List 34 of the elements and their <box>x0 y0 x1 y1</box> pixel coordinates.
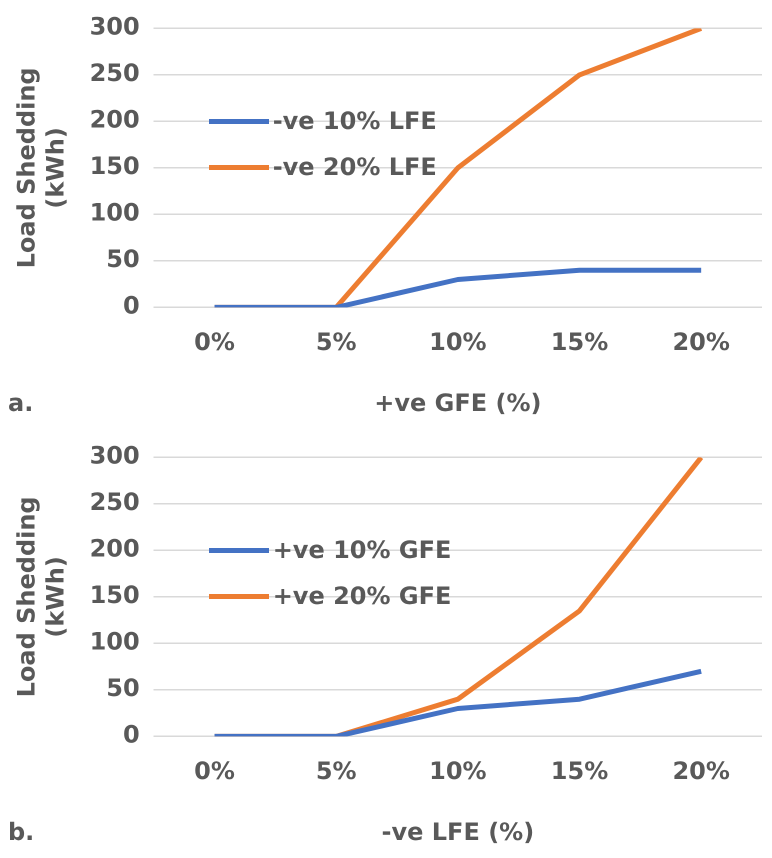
y-axis-title: Load Shedding (kWh) <box>12 67 70 268</box>
y-tick-label: 250 <box>90 59 140 88</box>
x-tick-label: 15% <box>550 757 608 786</box>
y-tick-label: 250 <box>90 488 140 516</box>
x-tick-label: 15% <box>550 328 608 356</box>
x-tick-label: 10% <box>429 757 487 786</box>
legend-label: +ve 20% GFE <box>272 582 452 610</box>
y-tick-label: 200 <box>90 534 140 563</box>
y-tick-label: 200 <box>90 106 140 134</box>
x-tick-label: 10% <box>429 328 487 356</box>
y-tick-label: 300 <box>90 442 140 470</box>
text: a. <box>8 389 34 417</box>
y-tick-label: 100 <box>90 198 140 227</box>
y-tick-label: 0 <box>122 292 140 320</box>
x-tick-label: 20% <box>672 328 730 356</box>
x-axis-title: -ve LFE (%) <box>382 818 534 846</box>
x-axis-title: +ve GFE (%) <box>374 388 542 417</box>
x-tick-label: 5% <box>316 328 357 356</box>
y-tick-label: 150 <box>90 152 140 180</box>
x-tick-label: 0% <box>194 328 235 356</box>
x-tick-label: 20% <box>672 757 730 786</box>
legend-label: -ve 20% LFE <box>272 153 437 182</box>
y-axis-title: Load Shedding (kWh) <box>12 496 70 698</box>
y-tick-label: 150 <box>90 581 140 610</box>
y-tick-label: 50 <box>106 674 140 702</box>
y-tick-label: 300 <box>90 12 140 41</box>
x-tick-label: 0% <box>194 757 235 786</box>
legend-label: +ve 10% GFE <box>272 536 452 564</box>
legend-label: -ve 10% LFE <box>272 107 437 136</box>
x-tick-label: 5% <box>316 757 357 786</box>
text: b. <box>8 818 34 846</box>
y-tick-label: 50 <box>106 245 140 274</box>
y-tick-label: 0 <box>122 720 140 749</box>
y-tick-label: 100 <box>90 628 140 656</box>
